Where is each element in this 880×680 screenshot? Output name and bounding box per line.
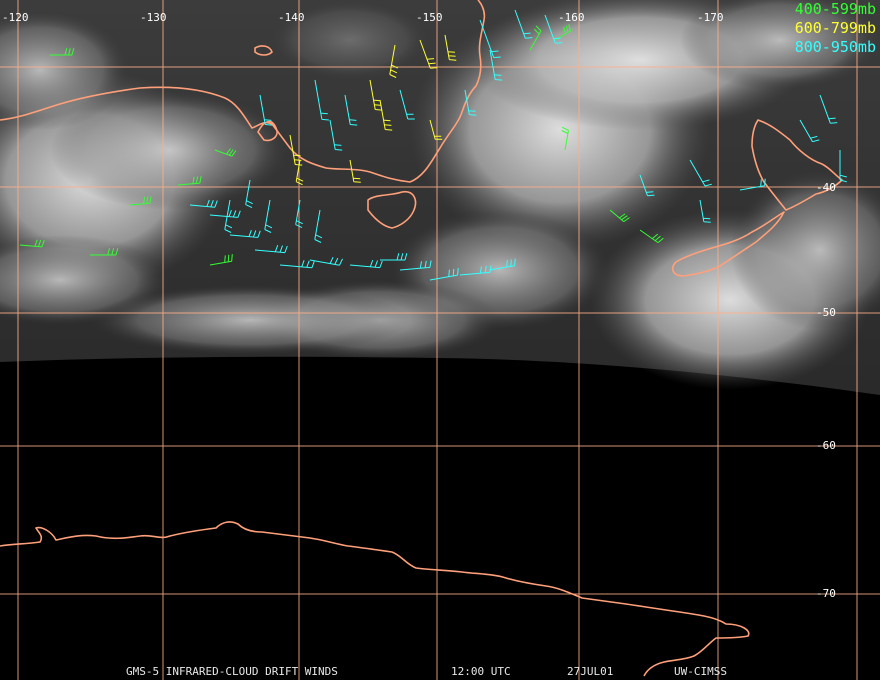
wind-barb xyxy=(819,94,838,124)
wind-barb xyxy=(379,99,393,131)
wind-barb xyxy=(129,196,152,206)
wind-barb xyxy=(309,256,343,266)
wind-barb xyxy=(429,268,459,281)
wind-barb xyxy=(419,39,438,69)
lon-label: -130 xyxy=(140,11,167,24)
wind-barb xyxy=(214,148,237,157)
pressure-legend: 400-599mb 600-799mb 800-950mb xyxy=(795,0,876,57)
wind-barb xyxy=(177,176,202,186)
wind-barb xyxy=(529,25,542,51)
legend-item-600-799mb: 600-799mb xyxy=(794,19,876,37)
wind-barb xyxy=(399,260,432,271)
longitude-labels: -120 -130 -140 -150 -160 -170 xyxy=(2,11,724,24)
wind-barb xyxy=(224,199,233,233)
wind-barb xyxy=(544,14,563,44)
lon-label: -150 xyxy=(416,11,443,24)
wind-barb xyxy=(50,48,75,56)
wind-barb xyxy=(19,239,45,248)
wind-barb xyxy=(389,44,399,78)
wind-barb xyxy=(369,79,383,111)
wind-barb xyxy=(444,34,457,61)
nz-north-island xyxy=(751,119,843,211)
wind-barb xyxy=(699,199,711,223)
wind-barb xyxy=(229,229,261,238)
coastlines xyxy=(0,0,843,677)
legend-item-400-599mb: 400-599mb xyxy=(794,0,876,18)
wind-barb xyxy=(799,119,820,143)
wind-barb xyxy=(489,258,516,271)
wind-barb xyxy=(245,179,253,209)
wind-barb xyxy=(639,229,664,244)
wind-barb xyxy=(264,199,273,233)
wind-barb xyxy=(554,24,572,41)
barbs-600-799mb xyxy=(289,34,457,186)
latitude-labels: -40 -50 -60 -70 xyxy=(816,181,836,600)
wind-barb xyxy=(90,248,119,256)
wind-barb xyxy=(279,260,315,269)
caption-source: UW-CIMSS xyxy=(674,665,727,678)
australia-coast xyxy=(0,0,486,183)
wind-barb xyxy=(429,119,443,140)
wind-barb xyxy=(399,89,415,120)
wind-barb xyxy=(479,19,501,59)
wind-barb xyxy=(209,254,233,266)
wind-barb xyxy=(459,265,492,276)
wind-barb xyxy=(380,253,408,261)
wind-barb xyxy=(189,199,218,208)
legend-item-800-950mb: 800-950mb xyxy=(794,38,876,56)
lon-label: -170 xyxy=(697,11,724,24)
wind-barb xyxy=(314,209,323,243)
caption-product: GMS-5 INFRARED-CLOUD DRIFT WINDS xyxy=(126,665,338,678)
lat-label: -50 xyxy=(816,306,836,319)
image-caption: GMS-5 INFRARED-CLOUD DRIFT WINDS 12:00 U… xyxy=(0,665,880,679)
lon-label: -120 xyxy=(2,11,29,24)
cloud-layer xyxy=(0,0,880,390)
tasmania-coast xyxy=(367,190,417,229)
nz-south-island xyxy=(671,211,785,277)
wind-barb xyxy=(464,89,477,116)
wind-barb xyxy=(349,159,361,183)
wind-barb xyxy=(639,174,655,197)
wind-barb xyxy=(489,49,503,81)
lat-label: -70 xyxy=(816,587,836,600)
wind-barb xyxy=(561,126,569,151)
lon-label: -160 xyxy=(558,11,585,24)
gulf-spencer xyxy=(257,120,278,142)
wind-barb xyxy=(689,159,712,187)
wind-barb xyxy=(259,94,273,126)
wind-barb xyxy=(295,199,303,229)
wind-barb xyxy=(314,79,329,121)
barbs-400-599mb xyxy=(19,24,664,266)
wind-barb xyxy=(839,150,847,183)
kangaroo-island xyxy=(254,45,273,56)
caption-date: 27JUL01 xyxy=(567,665,614,678)
wind-barb xyxy=(514,9,533,39)
barbs-800-950mb xyxy=(189,9,847,281)
wind-barb xyxy=(609,209,630,223)
wind-barb xyxy=(209,209,241,218)
lat-label: -60 xyxy=(816,439,836,452)
lon-label: -140 xyxy=(278,11,305,24)
wind-barb xyxy=(329,119,343,151)
lat-label: -40 xyxy=(816,181,836,194)
wind-barb xyxy=(344,94,358,126)
antarctica-coast xyxy=(0,521,750,677)
wind-barb xyxy=(254,245,288,254)
wind-barb xyxy=(739,178,766,191)
wind-barb xyxy=(349,260,383,269)
caption-time: 12:00 UTC xyxy=(451,665,511,678)
wind-barb xyxy=(295,159,304,186)
